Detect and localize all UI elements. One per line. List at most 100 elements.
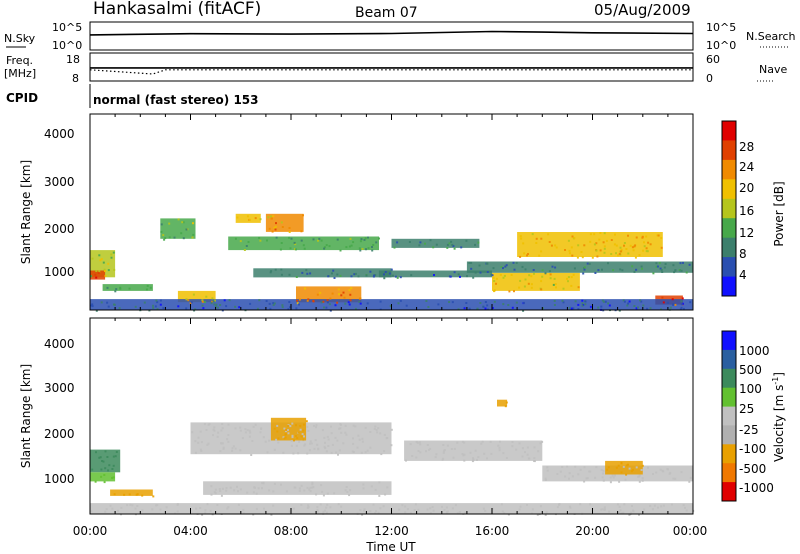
power-speckle-dot bbox=[589, 233, 592, 236]
power-speckle-dot bbox=[570, 307, 573, 310]
velocity-speckle-dot bbox=[546, 466, 549, 469]
velocity-speckle-dot bbox=[323, 445, 326, 448]
velocity-speckle-dot bbox=[413, 509, 416, 511]
power-speckle-dot bbox=[90, 275, 92, 278]
power-speckle-dot bbox=[493, 290, 495, 293]
power-speckle-dot bbox=[323, 246, 326, 249]
velocity-speckle-dot bbox=[417, 508, 420, 511]
velocity-speckle-dot bbox=[270, 513, 273, 516]
power-speckle-dot bbox=[500, 266, 503, 269]
power-speckle-dot bbox=[177, 218, 180, 221]
power-speckle-dot bbox=[562, 301, 565, 304]
velocity-speckle-dot bbox=[317, 447, 320, 450]
power-speckle-dot bbox=[280, 268, 283, 271]
velocity-speckle-dot bbox=[276, 430, 279, 433]
power-speckle-dot bbox=[323, 306, 325, 309]
velocity-speckle-dot bbox=[406, 508, 409, 511]
power-speckle-dot bbox=[576, 256, 579, 259]
velocity-colorbar-segment bbox=[722, 387, 736, 408]
velocity-speckle-dot bbox=[556, 506, 559, 509]
velocity-speckle-dot bbox=[308, 488, 311, 491]
velocity-speckle-dot bbox=[533, 460, 536, 462]
velocity-speckle-dot bbox=[625, 473, 628, 476]
velocity-speckle-dot bbox=[659, 468, 662, 471]
velocity-speckle-dot bbox=[213, 426, 216, 429]
velocity-speckle-dot bbox=[609, 481, 612, 484]
power-speckle-dot bbox=[214, 305, 217, 308]
velocity-speckle-dot bbox=[221, 487, 224, 490]
velocity-speckle-dot bbox=[117, 509, 119, 512]
velocity-speckle-dot bbox=[378, 494, 381, 497]
velocity-speckle-dot bbox=[291, 422, 294, 425]
power-speckle-dot bbox=[269, 307, 272, 310]
velocity-speckle-dot bbox=[207, 423, 210, 426]
velocity-speckle-dot bbox=[458, 511, 461, 513]
power-speckle-dot bbox=[618, 309, 621, 312]
velocity-speckle-dot bbox=[310, 442, 313, 445]
power-speckle-dot bbox=[306, 299, 309, 302]
velocity-speckle-dot bbox=[104, 510, 107, 513]
velocity-speckle-dot bbox=[415, 440, 418, 443]
power-speckle-dot bbox=[369, 270, 372, 273]
velocity-speckle-dot bbox=[326, 503, 329, 506]
power-speckle-dot bbox=[159, 303, 162, 306]
power-speckle-dot bbox=[484, 301, 487, 303]
velocity-speckle-dot bbox=[568, 505, 571, 508]
velocity-speckle-dot bbox=[219, 490, 222, 492]
power-speckle-dot bbox=[583, 266, 586, 269]
velocity-speckle-dot bbox=[280, 483, 282, 486]
velocity-speckle-dot bbox=[383, 450, 386, 453]
velocity-speckle-dot bbox=[671, 503, 673, 506]
power-speckle-dot bbox=[451, 301, 454, 304]
velocity-speckle-dot bbox=[489, 440, 492, 443]
velocity-speckle-dot bbox=[273, 427, 276, 430]
velocity-speckle-dot bbox=[303, 489, 306, 492]
power-speckle-dot bbox=[602, 300, 605, 303]
velocity-speckle-dot bbox=[336, 439, 339, 442]
power-speckle-dot bbox=[336, 273, 339, 276]
velocity-speckle-dot bbox=[625, 464, 628, 467]
velocity-speckle-dot bbox=[602, 469, 605, 472]
power-speckle-dot bbox=[104, 270, 106, 272]
power-speckle-dot bbox=[336, 238, 339, 241]
power-speckle-dot bbox=[504, 265, 507, 268]
velocity-speckle-dot bbox=[100, 468, 103, 471]
power-speckle-dot bbox=[343, 296, 346, 299]
power-cell bbox=[235, 213, 261, 223]
power-speckle-dot bbox=[589, 305, 592, 308]
power-colorbar-segment bbox=[722, 140, 736, 161]
velocity-speckle-dot bbox=[386, 437, 389, 439]
power-speckle-dot bbox=[185, 298, 188, 301]
power-speckle-dot bbox=[389, 305, 392, 307]
velocity-speckle-dot bbox=[114, 455, 117, 458]
power-speckle-dot bbox=[275, 222, 277, 225]
power-speckle-dot bbox=[393, 246, 396, 249]
velocity-speckle-dot bbox=[360, 451, 363, 454]
power-speckle-dot bbox=[570, 276, 573, 279]
power-speckle-dot bbox=[223, 299, 226, 302]
power-speckle-dot bbox=[279, 248, 282, 251]
power-speckle-dot bbox=[643, 241, 645, 244]
power-speckle-dot bbox=[605, 239, 608, 242]
velocity-speckle-dot bbox=[273, 448, 276, 451]
power-speckle-dot bbox=[519, 255, 522, 258]
power-speckle-dot bbox=[540, 237, 543, 240]
power-speckle-dot bbox=[508, 290, 511, 293]
power-speckle-dot bbox=[524, 278, 527, 281]
power-speckle-dot bbox=[589, 240, 592, 243]
velocity-speckle-dot bbox=[340, 505, 343, 508]
power-speckle-dot bbox=[437, 303, 440, 306]
velocity-speckle-dot bbox=[622, 511, 625, 514]
power-speckle-dot bbox=[405, 304, 408, 307]
power-speckle-dot bbox=[660, 246, 663, 249]
velocity-speckle-dot bbox=[411, 455, 414, 457]
velocity-speckle-dot bbox=[212, 434, 214, 437]
power-speckle-dot bbox=[568, 249, 571, 252]
power-speckle-dot bbox=[348, 289, 351, 292]
power-ytick-3000: 3000 bbox=[44, 175, 75, 189]
velocity-speckle-dot bbox=[363, 509, 365, 512]
power-speckle-dot bbox=[203, 301, 206, 304]
velocity-speckle-dot bbox=[382, 505, 385, 508]
velocity-speckle-dot bbox=[630, 511, 633, 514]
power-speckle-dot bbox=[528, 274, 531, 277]
